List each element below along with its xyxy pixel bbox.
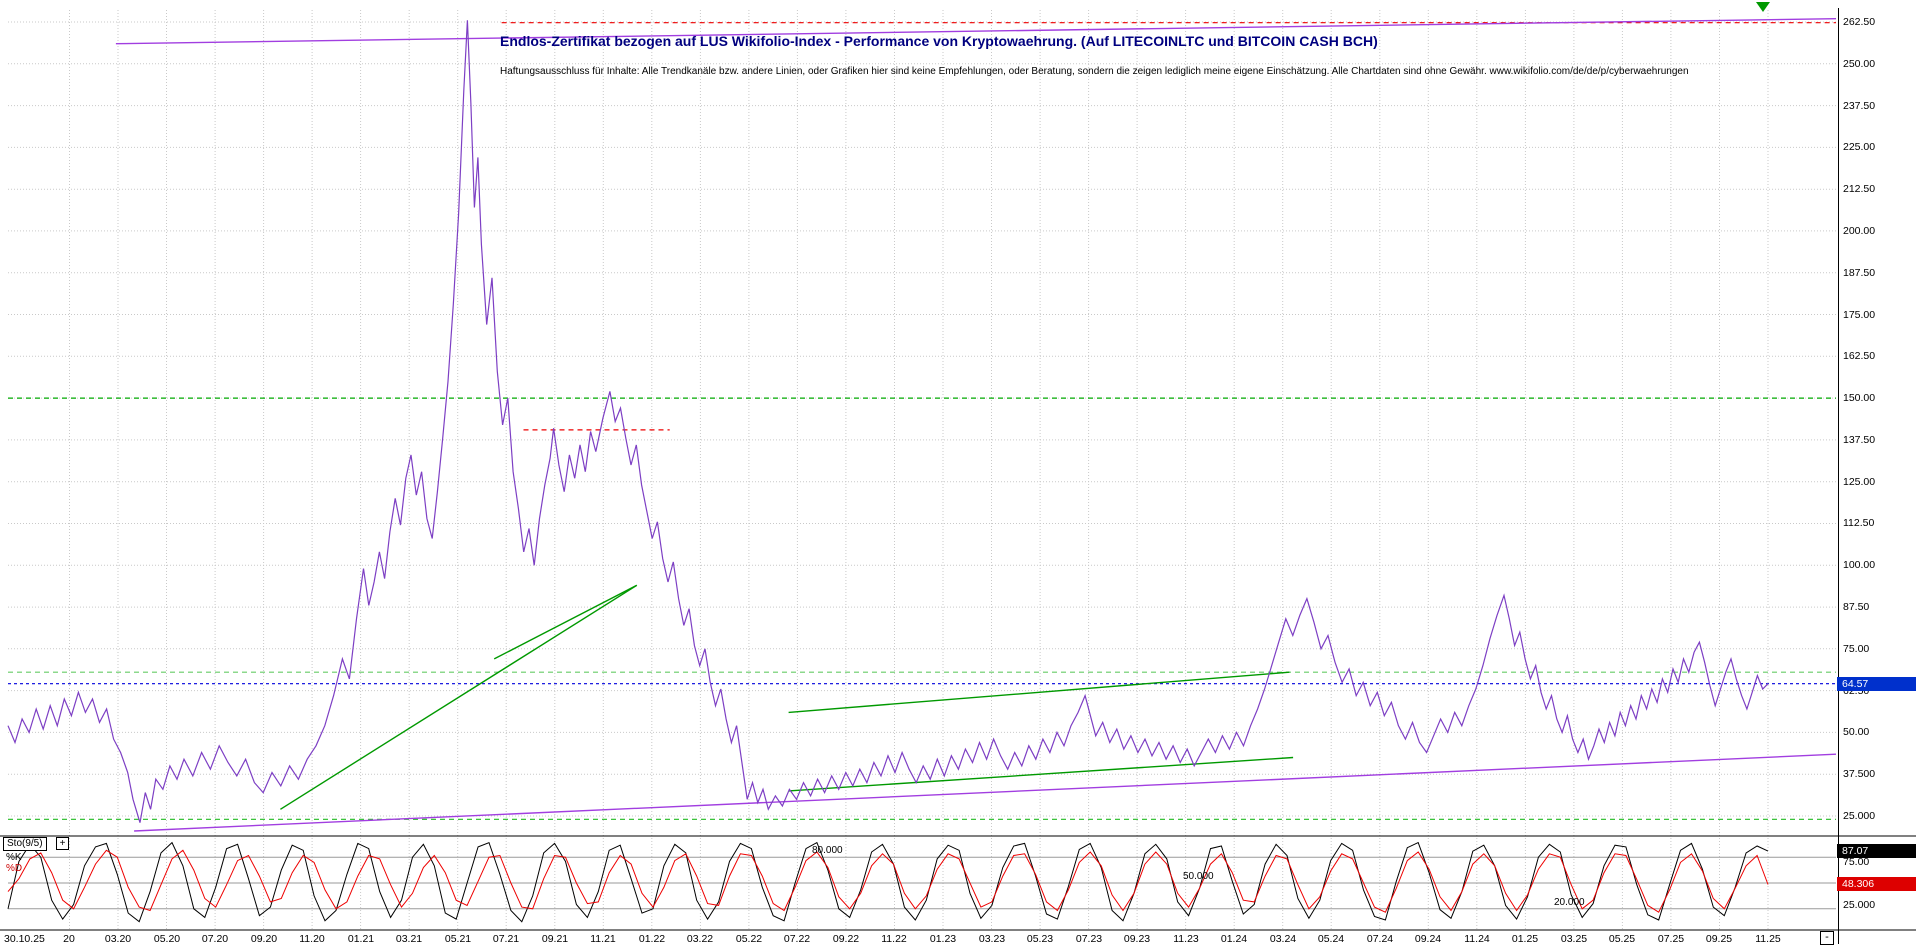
x-axis-label: 09.22 <box>832 933 860 945</box>
indicator-add-button[interactable]: + <box>56 837 69 850</box>
x-axis-label: 11.22 <box>881 933 907 945</box>
x-axis-label: 03.24 <box>1269 933 1297 945</box>
y-axis-label: 87.50 <box>1843 601 1870 613</box>
minimize-button[interactable]: - <box>1820 931 1834 945</box>
y-axis-label: 37.500 <box>1843 768 1876 780</box>
x-axis-label: 07.20 <box>201 933 229 945</box>
scroll-to-latest-icon[interactable] <box>1756 2 1770 12</box>
stochastic-d-badge: 48.306 <box>1837 877 1916 891</box>
y-axis-label: 150.00 <box>1843 392 1876 404</box>
y-axis-label: 200.00 <box>1843 225 1876 237</box>
x-axis-label: 11.20 <box>299 933 325 945</box>
stochastic-k-line <box>7 841 1769 923</box>
x-axis-start-label: 30.10.25 <box>4 933 45 945</box>
x-axis-label: 01.24 <box>1220 933 1248 945</box>
y-axis-label: 212.50 <box>1843 183 1876 195</box>
x-axis-label: 09.24 <box>1414 933 1442 945</box>
x-axis-label: 03.23 <box>978 933 1006 945</box>
x-axis-label: 05.21 <box>444 933 472 945</box>
x-axis-label: 11.25 <box>1755 933 1781 945</box>
y-axis-label: 175.00 <box>1843 309 1876 321</box>
x-axis-label: 09.25 <box>1705 933 1733 945</box>
x-axis-label: 07.25 <box>1657 933 1685 945</box>
y-axis-label: 262.50 <box>1843 16 1876 28</box>
trendline <box>134 753 1837 832</box>
trendline <box>788 671 1290 714</box>
y-axis-label: 25.000 <box>1843 810 1876 822</box>
x-axis-label: 05.24 <box>1317 933 1345 945</box>
trendline <box>788 756 1294 792</box>
y-axis-label: 75.00 <box>1843 643 1870 655</box>
y-axis-label: 112.50 <box>1843 517 1875 529</box>
x-axis-label: 11.21 <box>590 933 616 945</box>
x-axis-label: 01.23 <box>929 933 957 945</box>
y-axis-label: 225.00 <box>1843 141 1876 153</box>
x-axis-label: 03.21 <box>395 933 423 945</box>
sto-level-label: 20.000 <box>1554 897 1585 908</box>
x-axis-label: 03.20 <box>104 933 132 945</box>
d-series-label: %D <box>6 863 23 874</box>
x-axis-label: 05.25 <box>1608 933 1636 945</box>
x-axis-label: 05.22 <box>735 933 763 945</box>
y-axis-label: 250.00 <box>1843 58 1876 70</box>
x-axis-label: 01.22 <box>638 933 666 945</box>
y-axis-label: 100.00 <box>1843 559 1876 571</box>
trendline <box>280 584 638 810</box>
x-axis-label: 07.21 <box>492 933 520 945</box>
x-axis-label: 07.24 <box>1366 933 1394 945</box>
y-axis-label: 125.00 <box>1843 476 1876 488</box>
x-axis-label: 20 <box>63 933 75 945</box>
x-axis-label: 01.21 <box>347 933 375 945</box>
x-axis-label: 01.25 <box>1511 933 1539 945</box>
x-axis-label: 11.23 <box>1173 933 1199 945</box>
y-axis-label: 162.50 <box>1843 350 1876 362</box>
trendline <box>115 18 1837 45</box>
sto-axis-label-25: 25.000 <box>1843 899 1876 911</box>
trendline <box>493 584 638 660</box>
stochastic-d-line <box>7 849 1769 913</box>
indicator-label[interactable]: Sto(9/5) <box>3 837 47 851</box>
x-axis-label: 09.21 <box>541 933 569 945</box>
k-series-label: %K <box>6 852 22 863</box>
x-axis-label: 05.23 <box>1026 933 1054 945</box>
chart-disclaimer: Haftungsausschluss für Inhalte: Alle Tre… <box>500 66 1689 77</box>
y-axis-label: 137.50 <box>1843 434 1876 446</box>
current-price-badge: 64.57 <box>1837 677 1916 691</box>
x-axis-label: 05.20 <box>153 933 181 945</box>
price-line <box>7 20 1769 823</box>
chart-title: Endlos-Zertifikat bezogen auf LUS Wikifo… <box>500 33 1378 49</box>
x-axis-label: 07.23 <box>1075 933 1103 945</box>
y-axis-label: 187.50 <box>1843 267 1876 279</box>
x-axis-label: 09.23 <box>1123 933 1151 945</box>
x-axis-label: 03.22 <box>686 933 714 945</box>
x-axis-label: 11.24 <box>1464 933 1490 945</box>
x-axis-label: 09.20 <box>250 933 278 945</box>
y-axis-label: 50.00 <box>1843 726 1870 738</box>
sto-level-label: 50.000 <box>1183 871 1214 882</box>
sto-level-label: 80.000 <box>812 845 843 856</box>
sto-axis-label-75: 75.00 <box>1843 856 1870 868</box>
x-axis-label: 07.22 <box>783 933 811 945</box>
x-axis-label: 03.25 <box>1560 933 1588 945</box>
indicator-name: Sto(9/5) <box>7 838 43 849</box>
stochastic-k-badge: 87.07 <box>1837 844 1916 858</box>
y-axis-label: 237.50 <box>1843 100 1876 112</box>
